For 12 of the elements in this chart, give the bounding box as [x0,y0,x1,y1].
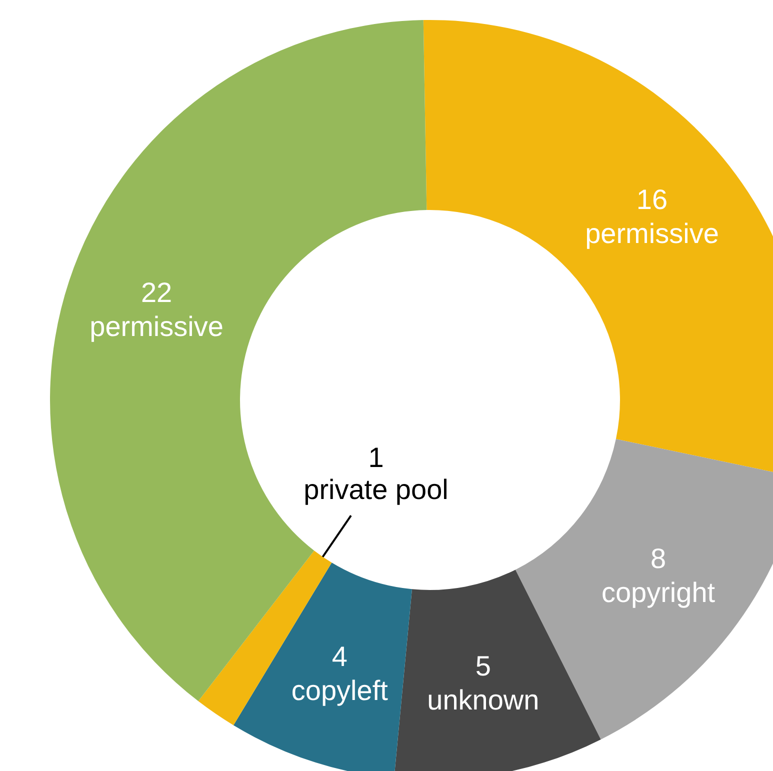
slice-label: unknown [427,684,540,716]
slice-label: copyleft [291,674,388,706]
slice-label: permissive [585,218,719,250]
data-label: 5 [475,650,491,682]
slice-label: copyright [601,577,716,608]
slice-label: private pool [304,474,448,506]
data-label: 16 [636,184,668,216]
data-label: 8 [650,543,666,574]
data-label: 22 [140,277,172,308]
data-label: 1 [368,442,384,474]
data-label: 4 [332,640,348,672]
slice-label: permissive [90,311,224,342]
